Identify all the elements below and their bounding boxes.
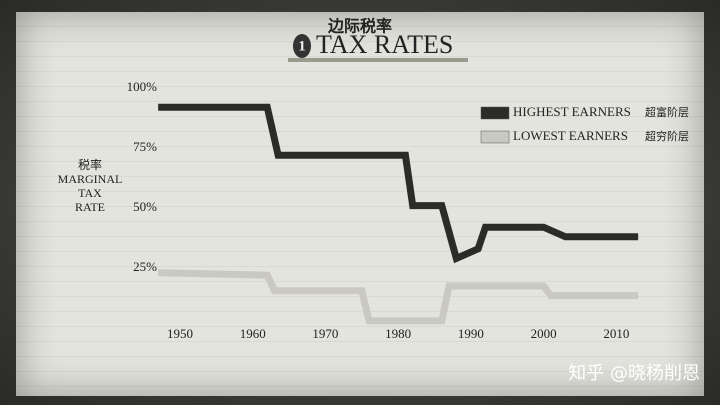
x-tick-label: 1950: [167, 326, 193, 341]
y-axis-label-line: TAX: [78, 186, 102, 200]
watermark: 知乎 @晓杨削恩: [568, 363, 700, 384]
x-tick-label: 2000: [531, 326, 557, 341]
series-line: [158, 269, 639, 325]
y-tick-label: 100%: [127, 79, 158, 94]
x-tick-label: 2010: [603, 326, 629, 341]
y-tick-label: 75%: [133, 139, 157, 154]
legend-label: HIGHEST EARNERS: [513, 104, 631, 119]
title-underline: [288, 58, 468, 62]
x-tick-label: 1970: [312, 326, 338, 341]
y-tick-label: 50%: [133, 199, 157, 214]
y-axis-label-line: MARGINAL: [58, 172, 123, 186]
x-tick-label: 1960: [240, 326, 266, 341]
y-tick-label: 25%: [133, 259, 157, 274]
legend-label: LOWEST EARNERS: [513, 128, 628, 143]
paper: [16, 12, 704, 396]
x-tick-label: 1990: [458, 326, 484, 341]
title-badge-bg: [293, 34, 311, 58]
legend-swatch: [480, 130, 510, 144]
y-axis-label-line: RATE: [75, 200, 105, 214]
legend-swatch: [480, 106, 510, 120]
y-axis-label-line: 税率: [78, 157, 102, 172]
chart-title: TAX RATES: [316, 30, 453, 59]
legend-label-zh: 超穷阶层: [645, 129, 689, 143]
legend-label-zh: 超富阶层: [645, 105, 689, 119]
series-line: [158, 103, 639, 264]
chart-title-zh: 边际税率: [327, 17, 392, 36]
title-badge: 1: [298, 38, 306, 54]
x-tick-label: 1980: [385, 326, 411, 341]
